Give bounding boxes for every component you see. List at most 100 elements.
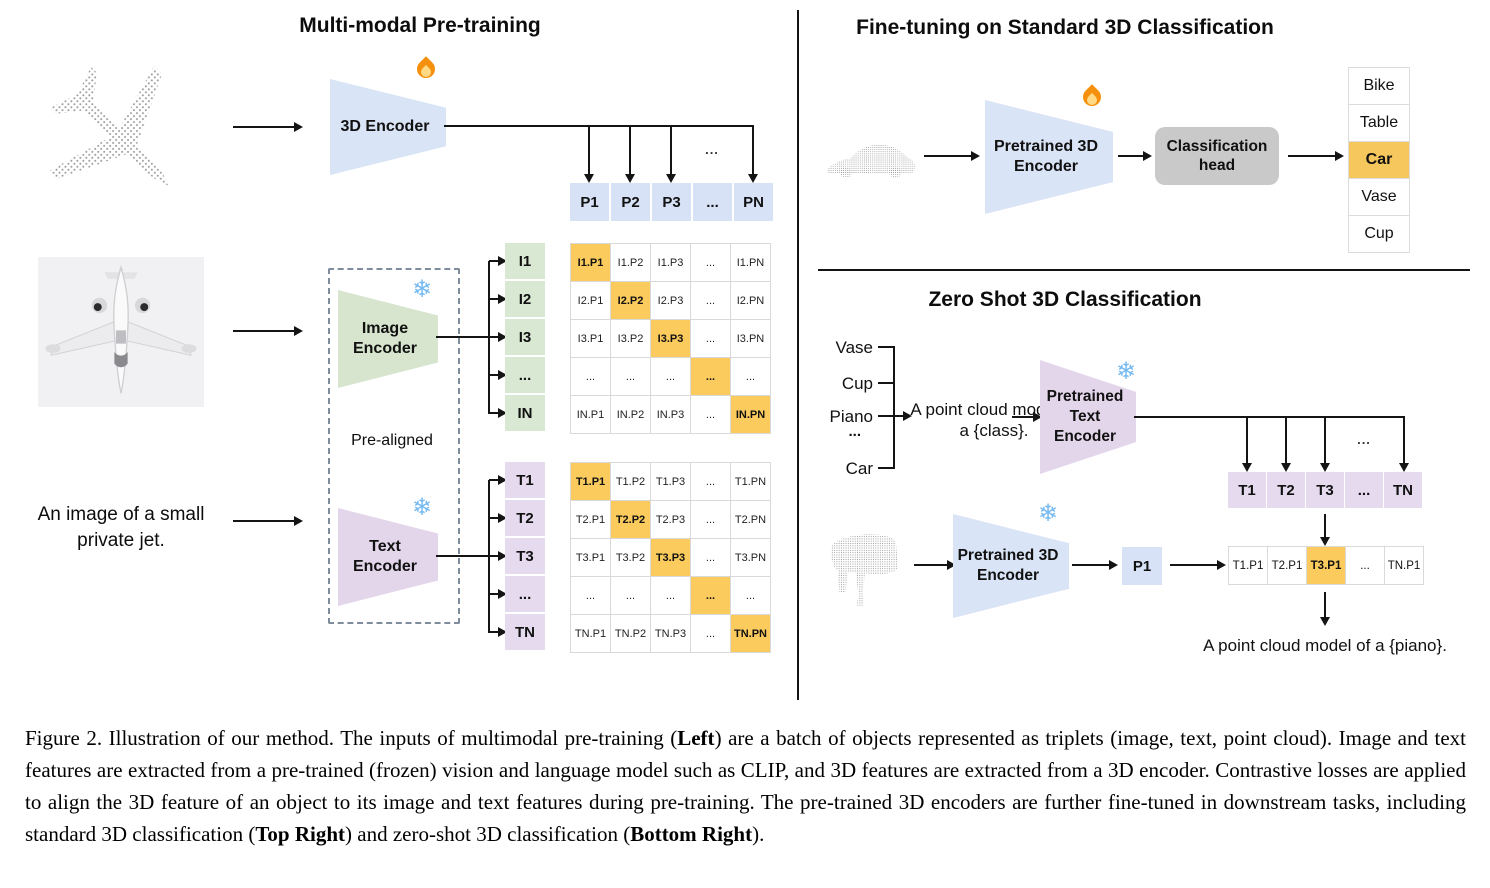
matrix-cell: ... <box>691 358 730 395</box>
connector-arrow <box>489 627 507 637</box>
text-feature-cell: TN <box>505 614 545 650</box>
matrix-cell: ... <box>691 396 730 433</box>
p-feature-cell: P3 <box>652 183 691 221</box>
matrix-cell: T1.PN <box>731 463 770 500</box>
matrix-cell: TN.P1 <box>571 615 610 652</box>
zeroshot-prediction: A point cloud model of a {piano}. <box>1203 636 1447 655</box>
fire-icon <box>416 58 437 79</box>
class-cell: Table <box>1349 105 1409 141</box>
image-feature-column: I1 I2 I3... IN <box>505 243 545 431</box>
matrix-cell: T1.P1 <box>571 463 610 500</box>
class-cell: Car <box>1349 142 1409 178</box>
prompt-class-label: Car <box>845 459 873 478</box>
classification-head: Classification head <box>1155 127 1279 185</box>
text-feature-cell: T3 <box>505 538 545 574</box>
matrix-cell: I2.P2 <box>611 282 650 319</box>
connector-arrow <box>489 551 507 561</box>
matrix-cell: T2.P2 <box>611 501 650 538</box>
ellipsis: ... <box>705 142 719 157</box>
text-embedding-cell: ... <box>1345 472 1383 508</box>
matrix-cell: ... <box>731 577 770 614</box>
matrix-cell: T2.PN <box>731 501 770 538</box>
matrix-cell: T3.P3 <box>651 539 690 576</box>
class-prediction-list: Bike Table Car Vase Cup <box>1348 67 1410 253</box>
bracket-tick <box>878 467 894 469</box>
connector-arrow <box>584 127 594 183</box>
matrix-cell: ... <box>691 577 730 614</box>
pre-aligned-label: Pre-aligned <box>351 432 433 449</box>
arrow-trow-to-scores <box>1320 514 1330 546</box>
matrix-cell: IN.P3 <box>651 396 690 433</box>
matrix-cell: ... <box>571 577 610 614</box>
arrow-car-to-encoder <box>924 151 980 161</box>
text-embedding-cell: T3 <box>1306 472 1344 508</box>
matrix-cell: I2.P1 <box>571 282 610 319</box>
caption-text: ) and zero-shot 3D classification ( <box>345 822 631 846</box>
image-feature-cell: I2 <box>505 281 545 317</box>
matrix-cell: I1.P1 <box>571 244 610 281</box>
prompt-class-list: Vase Cup Piano... Car <box>805 338 873 483</box>
text-embedding-cell: TN <box>1384 472 1422 508</box>
text-input-caption: An image of a small private jet. <box>37 504 205 551</box>
pre-aligned-box <box>328 268 460 624</box>
connector-arrow <box>1281 418 1291 472</box>
3d-encoder: 3D Encoder <box>330 79 446 175</box>
arrow-image-to-encoder <box>233 326 303 336</box>
text-feature-cell: ... <box>505 576 545 612</box>
arrow-encoder-to-head <box>1118 151 1152 161</box>
pretrained-3d-encoder-zeroshot: Pretrained 3D Encoder <box>953 514 1069 618</box>
matrix-cell: ... <box>651 577 690 614</box>
p-feature-row: P1 P2 P3... PN <box>570 183 773 221</box>
similarity-score-cell: T3.P1 <box>1307 547 1345 584</box>
matrix-cell: IN.P1 <box>571 396 610 433</box>
text-feature-column: T1 T2 T3... TN <box>505 462 545 650</box>
matrix-cell: TN.PN <box>731 615 770 652</box>
airplane-point-cloud <box>48 65 169 186</box>
matrix-cell: ... <box>731 358 770 395</box>
matrix-cell: ... <box>691 282 730 319</box>
connector-arrow <box>489 332 507 342</box>
matrix-cell: T3.PN <box>731 539 770 576</box>
connector-arrow <box>489 370 507 380</box>
connector-arrow <box>489 408 507 418</box>
connector-line <box>436 336 489 338</box>
connector-arrow <box>489 475 507 485</box>
text-embedding-cell: T2 <box>1267 472 1305 508</box>
matrix-cell: IN.P2 <box>611 396 650 433</box>
jet-illustration <box>45 264 197 394</box>
connector-arrow <box>625 127 635 183</box>
matrix-cell: T2.P3 <box>651 501 690 538</box>
car-point-cloud <box>826 144 915 179</box>
arrow-encoder-to-p1 <box>1072 560 1118 570</box>
matrix-cell: I1.P3 <box>651 244 690 281</box>
matrix-cell: IN.PN <box>731 396 770 433</box>
similarity-score-cell: TN.P1 <box>1385 547 1423 584</box>
caption-bold-text: Bottom Right <box>630 822 753 846</box>
arrow-piano-to-encoder <box>914 560 956 570</box>
arrow-scores-to-output <box>1320 592 1330 626</box>
pretraining-title: Multi-modal Pre-training <box>299 14 541 37</box>
text-feature-cell: T1 <box>505 462 545 498</box>
matrix-cell: I3.PN <box>731 320 770 357</box>
similarity-score-cell: ... <box>1346 547 1384 584</box>
matrix-cell: I3.P3 <box>651 320 690 357</box>
pretrained-3d-encoder-finetune: Pretrained 3D Encoder <box>985 100 1113 214</box>
image-feature-cell: IN <box>505 395 545 431</box>
connector-arrow <box>489 294 507 304</box>
matrix-cell: I2.P3 <box>651 282 690 319</box>
matrix-cell: I3.P1 <box>571 320 610 357</box>
snowflake-icon: ❄ <box>412 494 433 521</box>
matrix-cell: T3.P2 <box>611 539 650 576</box>
matrix-cell: ... <box>611 358 650 395</box>
arrow-text-to-encoder <box>233 516 303 526</box>
text-embedding-cell: T1 <box>1228 472 1266 508</box>
similarity-score-cell: T2.P1 <box>1268 547 1306 584</box>
connector-line <box>1134 416 1405 418</box>
prompt-class-label: Vase <box>835 338 874 357</box>
p-feature-cell: P2 <box>611 183 650 221</box>
matrix-cell: ... <box>651 358 690 395</box>
prompt-class-label: Cup <box>841 374 873 393</box>
horizontal-divider <box>818 269 1470 271</box>
fire-icon <box>1082 86 1103 107</box>
point-embedding-cell: P1 <box>1122 547 1162 585</box>
